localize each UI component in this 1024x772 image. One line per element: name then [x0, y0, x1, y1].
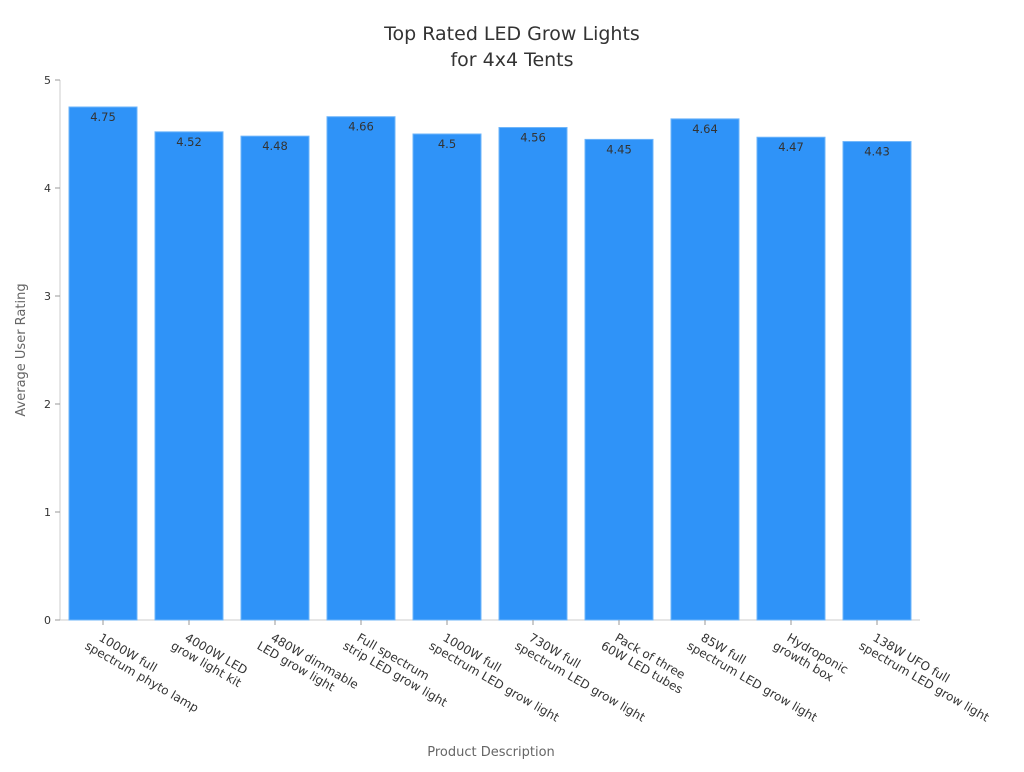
- x-tick-label: 4000W LEDgrow light kit: [169, 626, 251, 690]
- y-tick-label: 4: [44, 182, 51, 195]
- bar: [670, 118, 740, 621]
- bar: [326, 116, 396, 621]
- data-label: 4.47: [778, 140, 804, 154]
- bar: [412, 133, 482, 621]
- x-tick-label-line: spectrum LED grow light: [857, 639, 992, 725]
- data-label: 4.75: [90, 110, 116, 124]
- data-label: 4.5: [438, 137, 456, 151]
- bar: [154, 131, 224, 621]
- bar: [842, 141, 912, 621]
- x-tick-label: Pack of three60W LED tubes: [599, 626, 693, 696]
- y-tick-label: 5: [44, 74, 51, 87]
- chart-title-line-1: Top Rated LED Grow Lights: [383, 23, 640, 45]
- x-tick-label: Hydroponicgrowth box: [771, 626, 851, 688]
- bar: [240, 135, 310, 621]
- y-tick-label: 2: [44, 398, 51, 411]
- y-axis-label: Average User Rating: [14, 283, 29, 416]
- x-tick-label: 138W UFO fullspectrum LED grow light: [857, 626, 999, 724]
- data-label: 4.56: [520, 131, 546, 145]
- chart-title-line-2: for 4x4 Tents: [450, 49, 573, 71]
- data-label: 4.66: [348, 120, 374, 134]
- data-label: 4.48: [262, 139, 288, 153]
- y-tick-label: 1: [44, 506, 51, 519]
- data-label: 4.43: [864, 145, 890, 159]
- data-label: 4.64: [692, 122, 718, 136]
- data-label: 4.45: [606, 142, 632, 156]
- y-tick-label: 0: [44, 614, 51, 627]
- bar: [584, 138, 654, 621]
- x-tick-label: 480W dimmableLED grow light: [255, 626, 361, 704]
- bar: [756, 136, 826, 621]
- bar: [68, 106, 138, 621]
- x-axis-label: Product Description: [427, 745, 555, 760]
- data-label: 4.52: [176, 135, 202, 149]
- x-tick-label: Full spectrumstrip LED grow light: [341, 626, 457, 709]
- bar: [498, 127, 568, 621]
- y-tick-label: 3: [44, 290, 51, 303]
